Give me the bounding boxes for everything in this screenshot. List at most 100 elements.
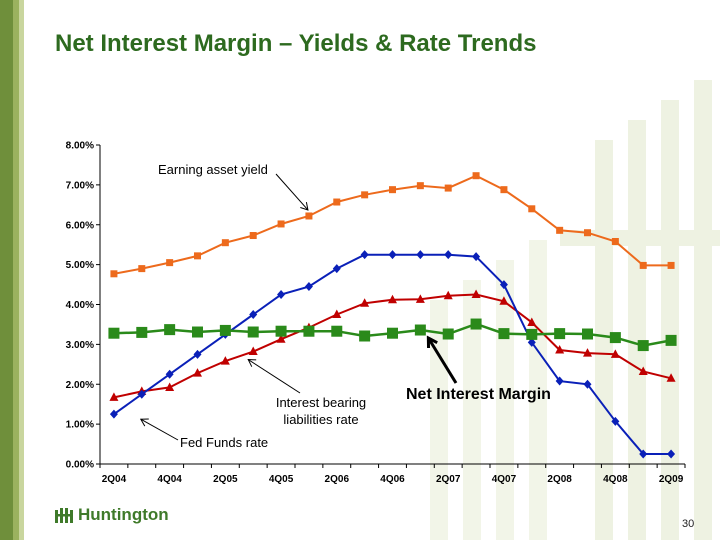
data-point — [360, 250, 369, 260]
data-point — [221, 239, 229, 247]
data-point — [470, 318, 482, 330]
x-tick-label: 4Q08 — [603, 474, 628, 485]
data-point — [444, 184, 452, 192]
data-point — [583, 379, 592, 389]
data-point — [165, 369, 174, 379]
data-point — [359, 330, 371, 342]
data-point — [499, 280, 508, 290]
data-point — [443, 290, 453, 300]
annotation-fed-funds: Fed Funds rate — [180, 435, 268, 450]
x-tick-label: 2Q08 — [547, 474, 572, 485]
data-point — [555, 376, 564, 386]
series-2 — [109, 250, 676, 459]
data-point — [361, 191, 369, 199]
y-tick-label: 3.00% — [66, 340, 94, 351]
data-point — [194, 252, 201, 260]
annotation-net-interest-margin: Net Interest Margin — [406, 386, 551, 403]
data-point — [192, 326, 203, 338]
annotation-liabilities-line2: liabilities rate — [283, 412, 358, 427]
data-point — [556, 226, 564, 234]
logo-text: Huntington — [78, 505, 169, 524]
x-tick-label: 4Q04 — [157, 474, 182, 485]
data-point — [527, 337, 536, 347]
x-tick-label: 2Q09 — [659, 474, 684, 485]
annotation-arrowhead — [247, 359, 257, 367]
data-point — [277, 220, 285, 228]
data-point — [666, 373, 676, 382]
x-tick-label: 4Q06 — [380, 474, 405, 485]
data-point — [109, 392, 119, 401]
series-0 — [110, 172, 675, 278]
annotation-arrowhead — [139, 418, 149, 427]
data-point — [220, 356, 230, 365]
data-point — [108, 327, 120, 339]
annotation-arrowhead — [426, 335, 438, 349]
data-point — [444, 250, 453, 260]
data-point — [611, 237, 619, 245]
data-point — [472, 252, 481, 262]
data-point — [165, 382, 175, 391]
data-point — [332, 264, 341, 274]
left-decorative-bar — [0, 0, 13, 540]
x-tick-label: 4Q05 — [269, 474, 294, 485]
data-point — [554, 328, 566, 340]
data-point — [637, 340, 649, 352]
data-point — [639, 449, 648, 459]
x-tick-label: 2Q04 — [102, 474, 127, 485]
data-point — [583, 348, 592, 357]
data-point — [526, 328, 538, 340]
data-point — [304, 282, 313, 292]
data-point — [138, 265, 146, 273]
data-point — [333, 198, 341, 206]
data-point — [639, 261, 647, 269]
data-point — [219, 324, 231, 336]
data-point — [137, 389, 146, 399]
data-point — [136, 326, 148, 338]
data-point — [665, 334, 677, 346]
data-point — [416, 250, 425, 260]
y-tick-label: 2.00% — [66, 380, 94, 391]
data-point — [331, 325, 343, 337]
data-point — [667, 449, 676, 459]
annotation-arrow — [427, 337, 458, 384]
background-logo-watermark — [430, 80, 720, 540]
data-point — [332, 309, 342, 318]
data-point — [248, 346, 258, 356]
data-point — [667, 261, 675, 269]
page-number: 30 — [682, 518, 695, 530]
data-point — [388, 294, 397, 304]
y-tick-label: 6.00% — [66, 220, 94, 231]
data-point — [247, 326, 259, 338]
y-tick-label: 0.00% — [66, 460, 94, 471]
data-point — [249, 309, 258, 319]
huntington-logo: Huntington — [55, 505, 169, 525]
data-point — [500, 186, 508, 194]
data-point — [472, 172, 480, 180]
data-point — [471, 289, 481, 299]
data-point — [609, 332, 621, 344]
data-point — [193, 368, 202, 377]
page-title: Net Interest Margin – Yields & Rate Tren… — [55, 30, 537, 57]
data-point — [584, 229, 591, 237]
data-point — [388, 250, 397, 260]
data-point — [442, 328, 454, 340]
data-point — [555, 344, 565, 354]
data-point — [528, 205, 536, 213]
data-point — [275, 325, 287, 337]
left-decorative-bar-mid — [13, 0, 19, 540]
data-point — [582, 328, 593, 340]
data-point — [414, 324, 426, 336]
annotation-arrow — [275, 173, 309, 211]
data-point — [249, 232, 257, 240]
data-point — [193, 349, 202, 359]
y-tick-label: 1.00% — [66, 420, 94, 431]
x-tick-label: 4Q07 — [492, 474, 517, 485]
annotation-liabilities-line1: Interest bearing — [276, 395, 366, 410]
data-point — [303, 325, 315, 337]
data-point — [416, 182, 424, 190]
left-decorative-bar-light — [19, 0, 24, 540]
data-point — [498, 328, 510, 340]
y-tick-label: 5.00% — [66, 260, 94, 271]
y-tick-label: 7.00% — [66, 180, 94, 191]
